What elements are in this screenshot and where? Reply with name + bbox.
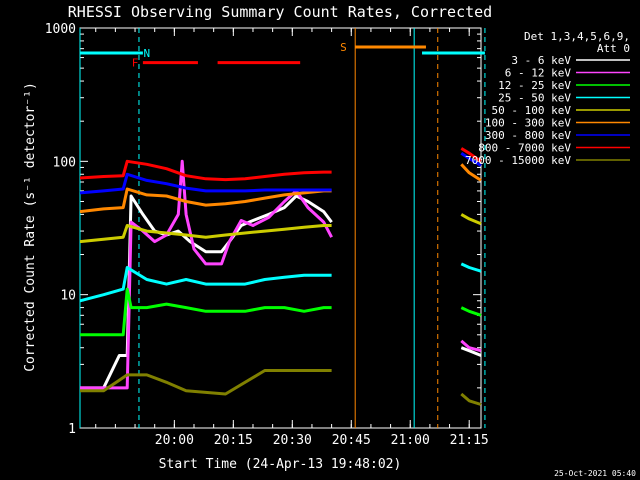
series-line [79,266,332,303]
series-line [460,213,482,226]
series-line [460,392,482,406]
series-line [460,346,482,357]
series-line [79,187,332,214]
legend-label: 100 - 300 keV [485,117,571,130]
flag-label: S [340,41,347,54]
series-line [460,339,482,353]
x-tick-label: 20:00 [155,433,194,448]
legend-label: 6 - 12 keV [505,67,572,80]
x-tick-label: 21:00 [391,433,430,448]
legend-label: 12 - 25 keV [498,79,571,92]
series-line [460,151,482,167]
legend-header-1: Det 1,3,4,5,6,9, [524,30,630,43]
legend-label: 25 - 50 keV [498,92,571,105]
plot-area: 20:00 20:15 20:30 20:45 21:00 21:15 1 10 100 1000… [45,22,630,448]
legend-label: 800 - 7000 keV [478,142,571,155]
flag-label: N [144,47,151,60]
series-line [80,159,333,390]
legend-label: 7000 - 15000 keV [465,154,571,167]
legend-label: 50 - 100 keV [492,104,572,117]
flag-label: F [132,57,139,70]
x-tick-label: 20:15 [214,433,253,448]
chart-title: RHESSI Observing Summary Count Rates, Co… [68,3,492,21]
y-axis-label: Corrected Count Rate (s⁻¹ detector⁻¹) [23,82,38,372]
series-line [79,159,332,182]
x-axis-label: Start Time (24-Apr-13 19:48:02) [159,457,402,472]
series-line [460,163,482,182]
series-line [460,306,482,317]
x-tick-label: 20:30 [273,433,312,448]
legend-header-2: Att 0 [597,42,630,55]
legend-label: 300 - 800 keV [485,129,571,142]
series-line [80,369,332,396]
x-tick-label: 21:15 [450,433,489,448]
footer-timestamp: 25-Oct-2021 05:40 [554,469,636,478]
y-tick-label: 1 [68,422,76,437]
y-tick-label: 1000 [45,22,76,37]
series-line [79,224,332,244]
legend-label: 3 - 6 keV [511,54,571,67]
y-tick-label: 10 [60,289,76,304]
y-tick-label: 100 [53,155,76,170]
series-line [80,287,332,337]
series-line [460,262,482,273]
x-tick-label: 20:45 [332,433,371,448]
series-line [460,147,482,163]
series-line [79,172,332,195]
